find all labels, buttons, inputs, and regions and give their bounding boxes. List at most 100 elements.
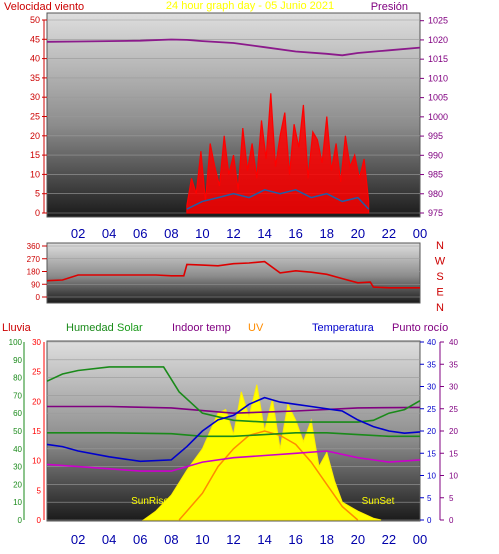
- wind-speed-title: Velocidad viento: [4, 1, 84, 13]
- temperature-tick-label: 35: [427, 360, 436, 369]
- wind-tick-label: 30: [30, 92, 40, 102]
- hour-tick-label: 20: [351, 532, 365, 547]
- indoor-humidity-line: [47, 432, 420, 438]
- humidity-tick-label: 0: [18, 516, 23, 525]
- compass-label: S: [436, 271, 443, 283]
- hour-tick-label: 04: [102, 226, 116, 241]
- legend-dewpoint: Punto rocío: [392, 322, 448, 334]
- hour-tick-label: 22: [382, 226, 396, 241]
- pressure-tick-label: 985: [428, 170, 443, 180]
- hour-labels-bottom: 02 04 06 08 10 12 14 16 18 20 22 00: [71, 532, 427, 547]
- rain-tick-label: 5: [37, 486, 42, 495]
- wind-tick-label: 35: [30, 73, 40, 83]
- hour-tick-label: 14: [257, 226, 271, 241]
- wind-direction-grid: [47, 245, 420, 298]
- legend-solar: Solar: [117, 322, 143, 334]
- humidity-tick-label: 10: [13, 498, 22, 507]
- dewpoint-tick-label: 20: [449, 427, 458, 436]
- dewpoint-tick-label: 30: [449, 383, 458, 392]
- wind-tick-label: 45: [30, 34, 40, 44]
- rain-tick-label: 30: [32, 338, 41, 347]
- sunrise-label: SunRise: [131, 496, 169, 507]
- dewpoint-tick-label: 10: [449, 472, 458, 481]
- hour-tick-label: 18: [320, 226, 334, 241]
- humidity-line: [46, 366, 421, 423]
- hour-tick-label: 02: [71, 226, 85, 241]
- humidity-tick-label: 90: [13, 356, 22, 365]
- wind-tick-label: 20: [30, 131, 40, 141]
- wind-tick-label: 40: [30, 54, 40, 64]
- wind-tick-label: 50: [30, 15, 40, 25]
- humidity-tick-label: 40: [13, 445, 22, 454]
- hour-tick-label: 18: [320, 532, 334, 547]
- legend-uv: UV: [248, 322, 264, 334]
- wind-tick-label: 5: [35, 189, 40, 199]
- dewpoint-tick-label: 25: [449, 405, 458, 414]
- wind-tick-label: 0: [35, 208, 40, 218]
- hour-tick-label: 16: [288, 532, 302, 547]
- hour-tick-label: 16: [288, 226, 302, 241]
- compass-label: W: [435, 256, 446, 268]
- hour-tick-label: 06: [133, 226, 147, 241]
- dewpoint-tick-label: 0: [449, 516, 454, 525]
- direction-tick-label: 270: [27, 255, 41, 264]
- pressure-axis: 975 980 985 990 995 1000 1005 1010 1015 1020 1025: [420, 16, 448, 218]
- hour-tick-label: 02: [71, 532, 85, 547]
- hour-tick-label: 08: [164, 532, 178, 547]
- pressure-tick-label: 975: [428, 208, 443, 218]
- humidity-tick-label: 80: [13, 374, 22, 383]
- humidity-tick-label: 50: [13, 427, 22, 436]
- humidity-tick-label: 30: [13, 463, 22, 472]
- legend-rain: Lluvia: [2, 322, 32, 334]
- pressure-tick-label: 1010: [428, 73, 448, 83]
- temperature-tick-label: 10: [427, 472, 436, 481]
- humidity-tick-label: 100: [9, 338, 23, 347]
- wind-speed-line: [186, 93, 370, 214]
- graph-date-title: 24 hour graph day - 05 Junio 2021: [166, 0, 334, 12]
- hour-tick-label: 10: [195, 226, 209, 241]
- hour-tick-label: 08: [164, 226, 178, 241]
- temperature-tick-label: 0: [427, 516, 432, 525]
- pressure-tick-label: 1025: [428, 16, 448, 26]
- temperature-tick-label: 40: [427, 338, 436, 347]
- humidity-tick-label: 60: [13, 409, 22, 418]
- compass-label: N: [436, 302, 444, 314]
- pressure-title: Presión: [371, 1, 408, 13]
- direction-tick-label: 180: [27, 268, 41, 277]
- pressure-tick-label: 1020: [428, 35, 448, 45]
- wind-direction-line: [46, 260, 420, 289]
- hour-tick-label: 20: [351, 226, 365, 241]
- pressure-tick-label: 990: [428, 150, 443, 160]
- legend-temperature: Temperatura: [312, 322, 375, 334]
- dewpoint-line: [46, 450, 421, 472]
- temperature-line: [46, 396, 421, 463]
- dewpoint-tick-label: 15: [449, 449, 458, 458]
- direction-tick-label: 0: [36, 293, 41, 302]
- rain-tick-label: 20: [32, 397, 41, 406]
- hour-tick-label: 04: [102, 532, 116, 547]
- hour-tick-label: 12: [226, 226, 240, 241]
- dewpoint-tick-label: 5: [449, 494, 454, 503]
- pressure-tick-label: 1005: [428, 93, 448, 103]
- indoor-temp-line: [47, 405, 421, 415]
- pressure-tick-label: 995: [428, 131, 443, 141]
- temperature-tick-label: 30: [427, 383, 436, 392]
- humidity-tick-label: 20: [13, 480, 22, 489]
- wind-speed-axis: 0 5 10 15 20 25 30 35 40 45 50: [30, 15, 47, 218]
- wind-tick-label: 15: [30, 150, 40, 160]
- hour-labels-top: 02 04 06 08 10 12 14 16 18 20 22 00: [71, 226, 427, 241]
- hour-tick-label: 00: [413, 226, 427, 241]
- direction-tick-label: 360: [27, 242, 41, 251]
- temperature-tick-label: 25: [427, 405, 436, 414]
- wind-direction-panel: [46, 242, 421, 304]
- dewpoint-tick-label: 35: [449, 360, 458, 369]
- humidity-tick-label: 70: [13, 391, 22, 400]
- pressure-tick-label: 1000: [428, 112, 448, 122]
- hour-tick-label: 12: [226, 532, 240, 547]
- dewpoint-tick-label: 40: [449, 338, 458, 347]
- rain-tick-label: 15: [32, 427, 41, 436]
- hour-tick-label: 10: [195, 532, 209, 547]
- pressure-tick-label: 980: [428, 189, 443, 199]
- wind-direction-axis: 0 90 180 270 360: [27, 242, 47, 302]
